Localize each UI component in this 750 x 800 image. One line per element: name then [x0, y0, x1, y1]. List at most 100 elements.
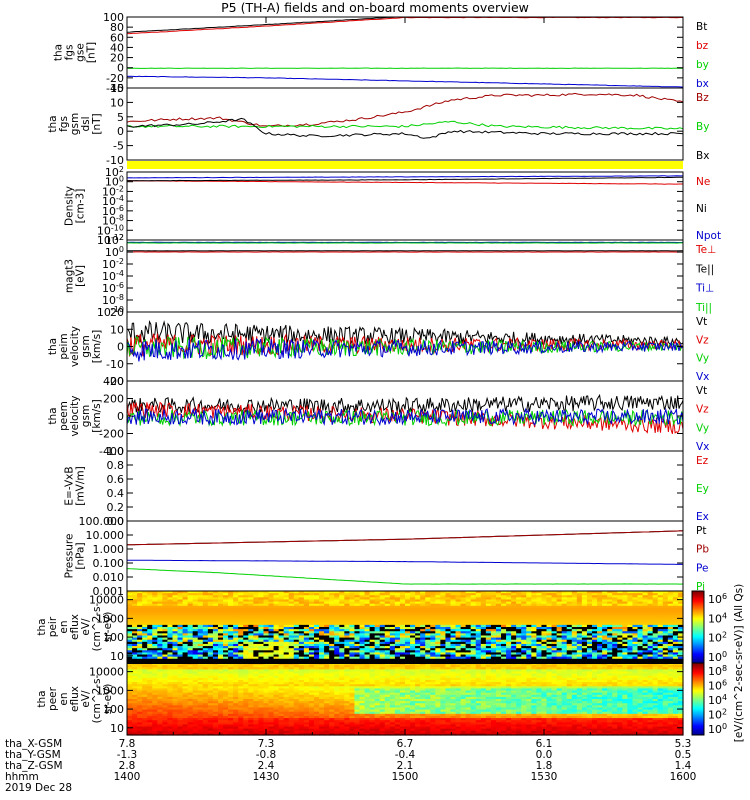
spectrogram-cell: [132, 711, 138, 715]
spectrogram-cell: [364, 595, 371, 598]
spectrogram-cell: [162, 656, 169, 660]
spectrogram-cell: [303, 633, 310, 637]
spectrogram-cell: [445, 612, 452, 615]
spectrogram-cell: [339, 646, 345, 649]
spectrogram-cell: [137, 627, 143, 630]
spectrogram-cell: [415, 599, 421, 603]
spectrogram-cell: [506, 607, 512, 611]
spectrogram-cell: [344, 654, 350, 658]
spectrogram-cell: [657, 637, 664, 641]
spectrogram-cell: [652, 648, 659, 651]
spectrogram-cell: [324, 607, 330, 611]
spectrogram-cell: [212, 690, 219, 694]
spectrogram-cell: [192, 688, 199, 692]
spectrogram-cell: [455, 618, 462, 622]
spectrogram-cell: [167, 601, 174, 605]
spectrogram-cell: [521, 624, 527, 628]
spectrogram-cell: [258, 711, 265, 715]
y-axis-label-line: [km/s]: [91, 330, 103, 364]
spectrogram-cell: [253, 603, 260, 607]
spectrogram-cell: [531, 620, 538, 624]
spectrogram-cell: [546, 635, 553, 639]
spectrogram-cell: [511, 633, 517, 637]
spectrogram-cell: [571, 641, 578, 645]
spectrogram-cell: [132, 688, 138, 692]
spectrogram-cell: [480, 599, 487, 603]
spectrogram-cell: [607, 601, 613, 605]
spectrogram-cell: [571, 631, 578, 634]
spectrogram-cell: [319, 652, 325, 656]
spectrogram-cell: [192, 730, 199, 734]
spectrogram-cell: [531, 603, 538, 607]
spectrogram-cell: [217, 614, 224, 618]
spectrogram-cell: [536, 593, 543, 596]
y-axis-label-line: magt3: [64, 259, 76, 293]
spectrogram-cell: [344, 622, 350, 626]
spectrogram-cell: [521, 616, 527, 620]
spectrogram-cell: [480, 622, 487, 626]
spectrogram-cell: [379, 656, 386, 660]
spectrogram-cell: [470, 631, 477, 634]
spectrogram-cell: [248, 610, 254, 613]
spectrogram-cell: [243, 629, 249, 632]
spectrogram-cell: [455, 637, 462, 641]
spectrogram-cell: [217, 732, 224, 736]
exponent: 2: [119, 233, 124, 242]
spectrogram-cell: [495, 648, 502, 651]
spectrogram-cell: [177, 631, 184, 634]
spectrogram-cell: [228, 732, 234, 736]
spectrogram-cell: [293, 631, 300, 634]
spectrogram-cell: [127, 682, 133, 685]
spectrogram-cell: [177, 675, 184, 679]
spectrogram-cell: [157, 724, 163, 728]
spectrogram-cell: [273, 643, 280, 647]
spectrogram-cell: [192, 629, 199, 632]
spectrogram-cell: [137, 679, 143, 683]
spectrogram-cell: [622, 656, 628, 660]
spectrogram-cell: [506, 627, 512, 630]
spectrogram-cell: [283, 607, 290, 611]
spectrogram-cell: [152, 713, 158, 717]
spectrogram-cell: [647, 654, 654, 658]
spectrogram-cell: [627, 622, 634, 626]
spectrogram-cell: [617, 652, 623, 656]
spectrogram-cell: [516, 641, 522, 645]
spectrogram-cell: [521, 627, 527, 630]
spectrogram-cell: [258, 603, 265, 607]
spectrogram-cell: [445, 631, 452, 634]
spectrogram-cell: [410, 605, 416, 609]
spectrogram-cell: [359, 616, 366, 620]
spectrogram-cell: [187, 618, 194, 622]
spectrogram-cell: [137, 692, 143, 696]
spectrogram-cell: [536, 591, 543, 594]
spectrogram-cell: [253, 631, 260, 634]
spectrogram-cell: [612, 624, 618, 628]
spectrogram-cell: [536, 633, 543, 637]
legend-label-By: By: [696, 121, 709, 133]
spectrogram-cell: [612, 637, 618, 641]
y-tick-label: 0: [117, 341, 124, 354]
spectrogram-cell: [182, 601, 189, 605]
spectrogram-cell: [602, 637, 608, 641]
spectrogram-cell: [349, 654, 356, 658]
spectrogram-cell: [490, 656, 497, 660]
spectrogram-cell: [339, 629, 345, 632]
spectrogram-cell: [253, 711, 260, 715]
spectrogram-cell: [147, 618, 153, 622]
y-axis-label: thafgsgse[nT]: [53, 42, 98, 63]
spectrogram-cell: [238, 663, 244, 666]
spectrogram-cell: [541, 622, 548, 626]
spectrogram-cell: [470, 595, 477, 598]
spectrogram-cell: [162, 597, 169, 601]
spectrogram-cell: [147, 671, 153, 675]
spectrogram-cell: [202, 715, 209, 719]
spectrogram-cell: [207, 618, 214, 622]
spectrogram-cell: [142, 601, 148, 605]
spectrogram-cell: [354, 601, 361, 605]
spectrogram-cell: [202, 726, 209, 730]
spectrogram-cell: [223, 703, 229, 706]
spectrogram-cell: [526, 646, 532, 649]
spectrogram-cell: [394, 656, 401, 660]
spectrogram-cell: [127, 722, 133, 726]
spectrogram-cell: [253, 720, 260, 723]
